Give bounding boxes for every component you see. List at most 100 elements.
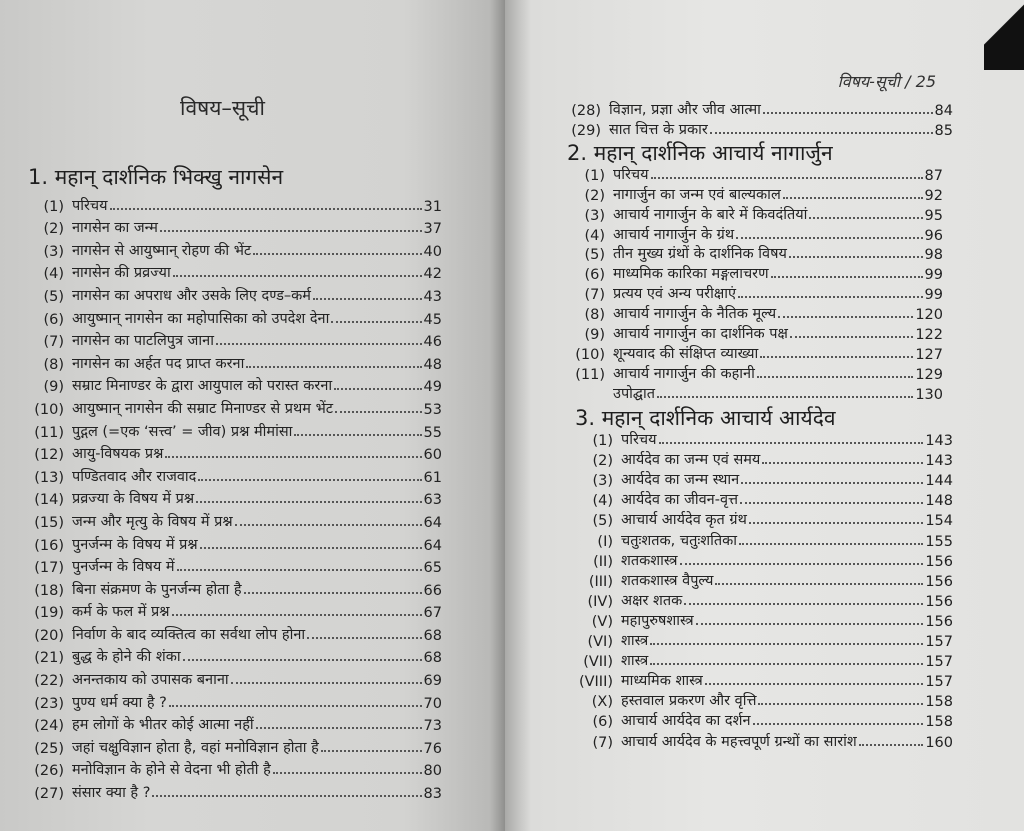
entry-page-number: 99	[924, 287, 943, 304]
contents-list-section-1: (1) परिचय 31 (2) नागसेन का जन्म 37 (3) नागसेन स…	[30, 192, 442, 802]
dot-leader	[650, 663, 924, 666]
dot-leader	[756, 375, 914, 378]
entry-number: (3)	[592, 473, 613, 490]
toc-entry: (26) मनोविज्ञान के होने से वेदना भी होती …	[30, 757, 442, 779]
entry-page-number: 160	[925, 734, 953, 751]
entry-number: (1)	[43, 198, 64, 215]
entry-number: (15)	[34, 514, 64, 531]
toc-entry: (2) नागसेन का जन्म 37	[30, 215, 442, 238]
entry-title: अनन्तकाय को उपासक बनाना	[72, 672, 229, 689]
toc-entry: (2) नागार्जुन का जन्म एवं बाल्यकाल 92	[567, 184, 943, 204]
entry-number: (8)	[584, 307, 605, 324]
toc-entry: (VIII) माध्यमिक शास्त्र 157	[575, 670, 953, 690]
entry-page-number: 70	[423, 695, 442, 712]
entry-page-number: 43	[423, 288, 442, 305]
dot-leader	[243, 591, 422, 594]
toc-entry: (10) शून्यवाद की संक्षिप्त व्याख्या 127	[567, 343, 943, 363]
entry-title: हस्तवाल प्रकरण और वृत्ति	[621, 693, 757, 710]
toc-entry: (20) निर्वाण के बाद व्यक्तित्व का सर्वथा …	[30, 621, 442, 644]
entry-number: (6)	[584, 267, 605, 284]
entry-number: (9)	[43, 379, 64, 396]
entry-page-number: 158	[925, 714, 953, 731]
entry-title: उपोद्घात	[613, 385, 655, 402]
entry-title: संसार क्या है ?	[72, 785, 151, 802]
entry-title: बुद्ध के होने की शंका	[72, 649, 181, 666]
entry-page-number: 144	[925, 473, 953, 490]
right-page: विषय-सूची / 25 (28) विज्ञान, प्रज्ञा और ज…	[505, 0, 1024, 831]
entry-title: हम लोगों के भीतर कोई आत्मा नहीं	[72, 717, 254, 734]
toc-entry: (21) बुद्ध के होने की शंका 68	[30, 644, 442, 667]
dot-leader	[152, 795, 422, 798]
entry-page-number: 84	[934, 103, 953, 119]
toc-entry: (4) आचार्य नागार्जुन के ग्रंथ 96	[567, 224, 943, 244]
entry-page-number: 99	[924, 267, 943, 284]
entry-title: जन्म और मृत्यु के विषय में प्रश्न	[72, 513, 233, 530]
section-heading-1: 1. महान् दार्शनिक भिक्खु नागसेन	[28, 165, 284, 189]
dot-leader	[762, 462, 924, 465]
entry-title: जहां चक्षुविज्ञान होता है, वहां मनोविज्ञ…	[72, 739, 319, 756]
toc-entry: (22) अनन्तकाय को उपासक बनाना 69	[30, 666, 442, 689]
entry-number: (18)	[34, 582, 64, 599]
toc-entry: (9) आचार्य नागार्जुन का दार्शनिक पक्ष 122	[567, 323, 943, 343]
entry-title: कर्म के फल में प्रश्न	[72, 604, 170, 621]
toc-entry: (2) आर्यदेव का जन्म एवं समय 143	[575, 449, 953, 469]
left-page: विषय–सूची 1. महान् दार्शनिक भिक्खु नागसे…	[0, 0, 505, 831]
entry-number: (24)	[34, 718, 64, 735]
entry-page-number: 61	[423, 469, 442, 486]
entry-page-number: 87	[924, 167, 943, 184]
entry-title: मनोविज्ञान के होने से वेदना भी होती है	[72, 762, 271, 779]
entry-page-number: 69	[423, 673, 442, 690]
dot-leader	[752, 723, 924, 726]
dot-leader	[168, 704, 422, 707]
toc-entry: (7) नागसेन का पाटलिपुत्र जाना 46	[30, 328, 442, 351]
entry-title: आचार्य नागार्जुन की कहानी	[613, 365, 755, 382]
entry-page-number: 66	[423, 582, 442, 599]
toc-entry: (VI) शास्त्र 157	[575, 630, 953, 650]
entry-title: आर्यदेव का जीवन-वृत्त	[621, 492, 739, 509]
toc-entry: (X) हस्तवाल प्रकरण और वृत्ति 158	[575, 690, 953, 710]
dot-leader	[109, 207, 422, 210]
toc-entry: (3) आचार्य नागार्जुन के बारे में किवदंतिय…	[567, 204, 943, 224]
entry-title: अक्षर शतक	[621, 592, 683, 609]
section-heading-2: 2. महान् दार्शनिक आचार्य नागार्जुन	[567, 141, 833, 165]
entry-number: (VI)	[587, 634, 613, 651]
dot-leader	[165, 456, 422, 459]
dot-leader	[312, 297, 422, 300]
entry-number: (6)	[43, 311, 64, 328]
toc-entry: (15) जन्म और मृत्यु के विषय में प्रश्न 64	[30, 508, 442, 531]
toc-entry: (6) आचार्य आर्यदेव का दर्शन 158	[575, 710, 953, 730]
entry-page-number: 64	[423, 537, 442, 554]
dot-leader	[758, 703, 924, 706]
dot-leader	[272, 772, 422, 775]
toc-entry: (28) विज्ञान, प्रज्ञा और जीव आत्मा 84	[567, 99, 953, 119]
entry-title: बिना संक्रमण के पुनर्जन्म होता है	[72, 581, 242, 598]
entry-title: नागसेन की प्रव्रज्या	[72, 265, 171, 282]
entry-page-number: 68	[423, 650, 442, 667]
entry-page-number: 55	[423, 424, 442, 441]
dot-leader	[320, 749, 422, 752]
entry-title: आयु-विषयक प्रश्न	[72, 446, 164, 463]
toc-entry: (I) चतुःशतक, चतुःशतिका 155	[575, 529, 953, 550]
entry-number: (4)	[584, 227, 605, 244]
entry-number: (1)	[592, 433, 613, 450]
dot-leader	[650, 176, 923, 179]
entry-page-number: 127	[915, 346, 943, 363]
entry-number: (11)	[575, 366, 605, 383]
toc-entry: (5) तीन मुख्य ग्रंथों के दार्शनिक विषय 98	[567, 244, 943, 263]
entry-page-number: 37	[423, 221, 442, 238]
entry-page-number: 60	[423, 447, 442, 464]
entry-page-number: 67	[423, 605, 442, 622]
entry-title: विज्ञान, प्रज्ञा और जीव आत्मा	[609, 102, 761, 118]
entry-page-number: 122	[915, 327, 943, 344]
dot-leader	[334, 388, 422, 391]
entry-title: सात चित्त के प्रकार	[609, 122, 708, 138]
toc-entry: (III) शतकशास्त्र वैपुल्य 156	[575, 570, 953, 590]
dot-leader	[199, 546, 422, 549]
entry-page-number: 143	[925, 433, 953, 450]
entry-number: (7)	[43, 334, 64, 351]
entry-number: (22)	[34, 673, 64, 690]
entry-title: आर्यदेव का जन्म स्थान	[621, 472, 740, 489]
dot-leader	[739, 542, 924, 545]
dot-leader	[196, 501, 422, 504]
entry-page-number: 31	[423, 198, 442, 215]
